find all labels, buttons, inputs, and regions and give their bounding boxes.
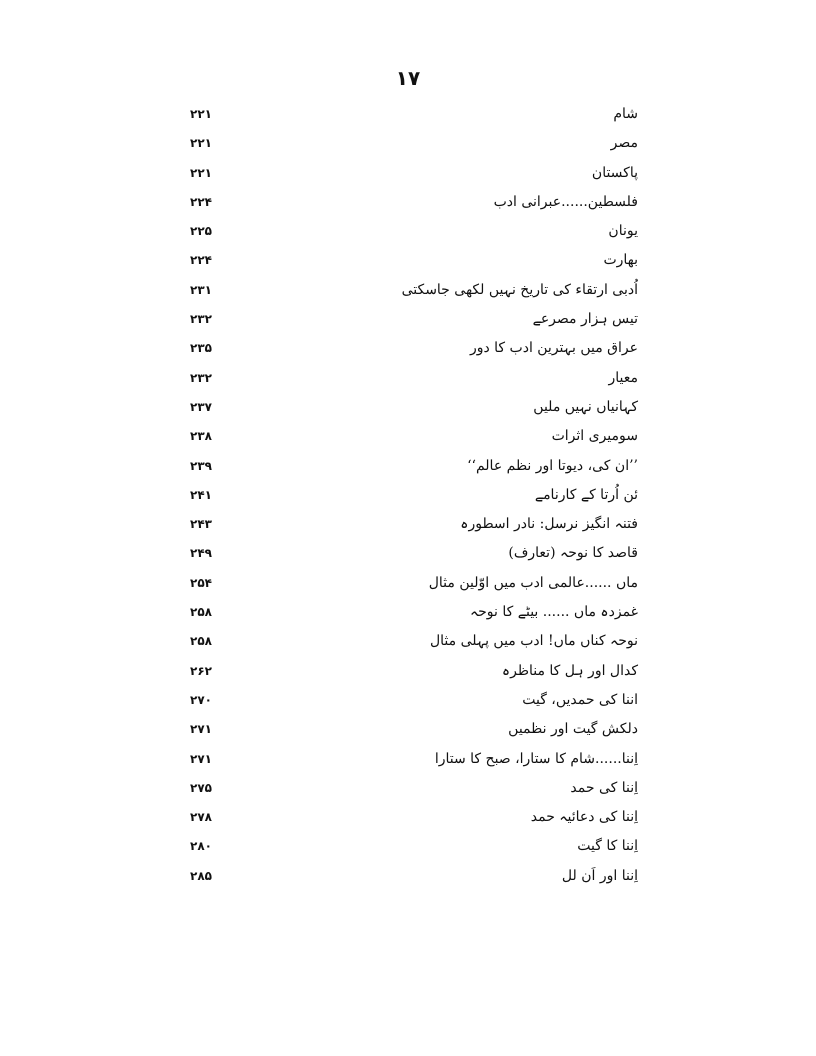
toc-entry-page: ۲۵۸ <box>190 605 212 620</box>
toc-entry: ’’ان کی، دیوتا اور نظم عالم‘‘ ۲۳۹ <box>0 452 816 481</box>
toc-entry: عراق میں بہترین ادب کا دور ۲۳۵ <box>0 334 816 363</box>
toc-entry-title: اننا کی حمدیں، گیت <box>522 691 638 708</box>
toc-entry-title: اِننا اور اَن لل <box>561 867 638 884</box>
toc-entry: دلکش گیت اور نظمیں ۲۷۱ <box>0 715 816 744</box>
toc-entry-page: ۲۵۸ <box>190 634 212 649</box>
toc-entry-title: یونان <box>608 223 638 240</box>
toc-entry-page: ۲۶۲ <box>190 663 212 678</box>
toc-entry-title: عراق میں بہترین ادب کا دور <box>469 340 638 357</box>
toc-entry: نوحہ کناں ماں! ادب میں پہلی مثال ۲۵۸ <box>0 627 816 656</box>
toc-entry-page: ۲۲۴ <box>190 194 212 209</box>
toc-entry: کہانیاں نہیں ملیں ۲۳۷ <box>0 393 816 422</box>
toc-entry-title: قاصد کا نوحہ (تعارف) <box>508 545 638 562</box>
toc-entry-page: ۲۸۵ <box>190 868 212 883</box>
toc-entry-title: مصر <box>610 135 638 152</box>
toc-entry-title: بھارت <box>603 252 638 269</box>
toc-entry: تیس ہزار مصرعے ۲۳۲ <box>0 305 816 334</box>
toc-entry-title: سومیری اثرات <box>551 428 638 445</box>
toc-entry-page: ۲۳۱ <box>190 282 212 297</box>
toc-entry-title: معیار <box>608 369 638 386</box>
toc-entry-page: ۲۳۲ <box>190 370 212 385</box>
toc-entry: پاکستان ۲۲۱ <box>0 159 816 188</box>
toc-entry: مصر ۲۲۱ <box>0 129 816 158</box>
toc-entry-page: ۲۵۴ <box>190 575 212 590</box>
toc-entry-page: ۲۷۸ <box>190 810 212 825</box>
toc-entry-title: اِننا کا گیت <box>577 838 638 855</box>
toc-entry-page: ۲۳۵ <box>190 341 212 356</box>
toc-entry-page: ۲۸۰ <box>190 839 212 854</box>
toc-entry: بھارت ۲۲۴ <box>0 246 816 275</box>
toc-entry-page: ۲۳۲ <box>190 312 212 327</box>
toc-entry-page: ۲۴۱ <box>190 487 212 502</box>
toc-entry: غمزدہ ماں ...... بیٹے کا نوحہ ۲۵۸ <box>0 598 816 627</box>
toc-entry: اِننا......شام کا ستارا، صبح کا ستارا ۲۷۱ <box>0 745 816 774</box>
toc-entry-title: کہانیاں نہیں ملیں <box>533 398 638 415</box>
toc-entry-page: ۲۷۱ <box>190 722 212 737</box>
toc-entry-title: نوحہ کناں ماں! ادب میں پہلی مثال <box>429 633 638 650</box>
toc-entry: یونان ۲۲۵ <box>0 217 816 246</box>
toc-entry-title: تیس ہزار مصرعے <box>532 311 638 328</box>
toc-entry: اِننا کی حمد ۲۷۵ <box>0 774 816 803</box>
toc-entry-title: ’’ان کی، دیوتا اور نظم عالم‘‘ <box>467 457 638 474</box>
toc-entry: اِننا کا گیت ۲۸۰ <box>0 832 816 861</box>
toc-entry: فتنہ انگیز نرسل: نادر اسطورہ ۲۴۳ <box>0 510 816 539</box>
toc-entry-title: غمزدہ ماں ...... بیٹے کا نوحہ <box>469 604 638 621</box>
table-of-contents: شام ۲۲۱ مصر ۲۲۱ پاکستان ۲۲۱ فلسطین......عبرانی… <box>0 100 816 891</box>
toc-entry-page: ۲۳۹ <box>190 458 212 473</box>
toc-entry-page: ۲۴۹ <box>190 546 212 561</box>
toc-entry: ئن اُرتا کے کارنامے ۲۴۱ <box>0 481 816 510</box>
toc-entry: سومیری اثرات ۲۳۸ <box>0 422 816 451</box>
toc-entry-title: کدال اور ہل کا مناظرہ <box>501 662 638 679</box>
toc-entry-page: ۲۳۷ <box>190 399 212 414</box>
toc-entry-title: پاکستان <box>591 164 638 181</box>
toc-entry-title: ماں ......عالمی ادب میں اوّلین مثال <box>428 574 638 591</box>
toc-entry-page: ۲۴۳ <box>190 517 212 532</box>
toc-entry: فلسطین......عبرانی ادب ۲۲۴ <box>0 188 816 217</box>
toc-entry: اننا کی حمدیں، گیت ۲۷۰ <box>0 686 816 715</box>
toc-entry-page: ۲۲۱ <box>190 165 212 180</box>
page-number: ۱۷ <box>395 66 421 90</box>
toc-entry-page: ۲۲۱ <box>190 136 212 151</box>
toc-entry-title: اُدبی ارتقاء کی تاریخ نہیں لکھی جاسکتی <box>401 281 638 298</box>
toc-entry-page: ۲۷۱ <box>190 751 212 766</box>
toc-entry-page: ۲۳۸ <box>190 429 212 444</box>
toc-entry-title: فتنہ انگیز نرسل: نادر اسطورہ <box>460 516 638 533</box>
toc-entry: شام ۲۲۱ <box>0 100 816 129</box>
toc-entry-page: ۲۲۴ <box>190 253 212 268</box>
toc-entry: کدال اور ہل کا مناظرہ ۲۶۲ <box>0 657 816 686</box>
toc-entry: اُدبی ارتقاء کی تاریخ نہیں لکھی جاسکتی ۲۳… <box>0 276 816 305</box>
toc-entry-title: اِننا کی دعائیہ حمد <box>530 809 638 826</box>
toc-entry-page: ۲۷۰ <box>190 692 212 707</box>
toc-entry-title: شام <box>613 106 638 122</box>
toc-entry-title: ئن اُرتا کے کارنامے <box>534 486 638 503</box>
toc-entry-title: اِننا......شام کا ستارا، صبح کا ستارا <box>434 750 638 767</box>
toc-entry: ماں ......عالمی ادب میں اوّلین مثال ۲۵۴ <box>0 569 816 598</box>
toc-entry-title: اِننا کی حمد <box>570 779 638 796</box>
toc-entry-title: دلکش گیت اور نظمیں <box>508 721 638 738</box>
toc-entry-page: ۲۷۵ <box>190 780 212 795</box>
toc-entry: اِننا کی دعائیہ حمد ۲۷۸ <box>0 803 816 832</box>
toc-entry: قاصد کا نوحہ (تعارف) ۲۴۹ <box>0 539 816 568</box>
toc-entry-page: ۲۲۵ <box>190 224 212 239</box>
toc-entry-title: فلسطین......عبرانی ادب <box>493 193 638 210</box>
toc-entry-page: ۲۲۱ <box>190 107 212 121</box>
toc-entry: معیار ۲۳۲ <box>0 364 816 393</box>
toc-entry: اِننا اور اَن لل ۲۸۵ <box>0 862 816 891</box>
